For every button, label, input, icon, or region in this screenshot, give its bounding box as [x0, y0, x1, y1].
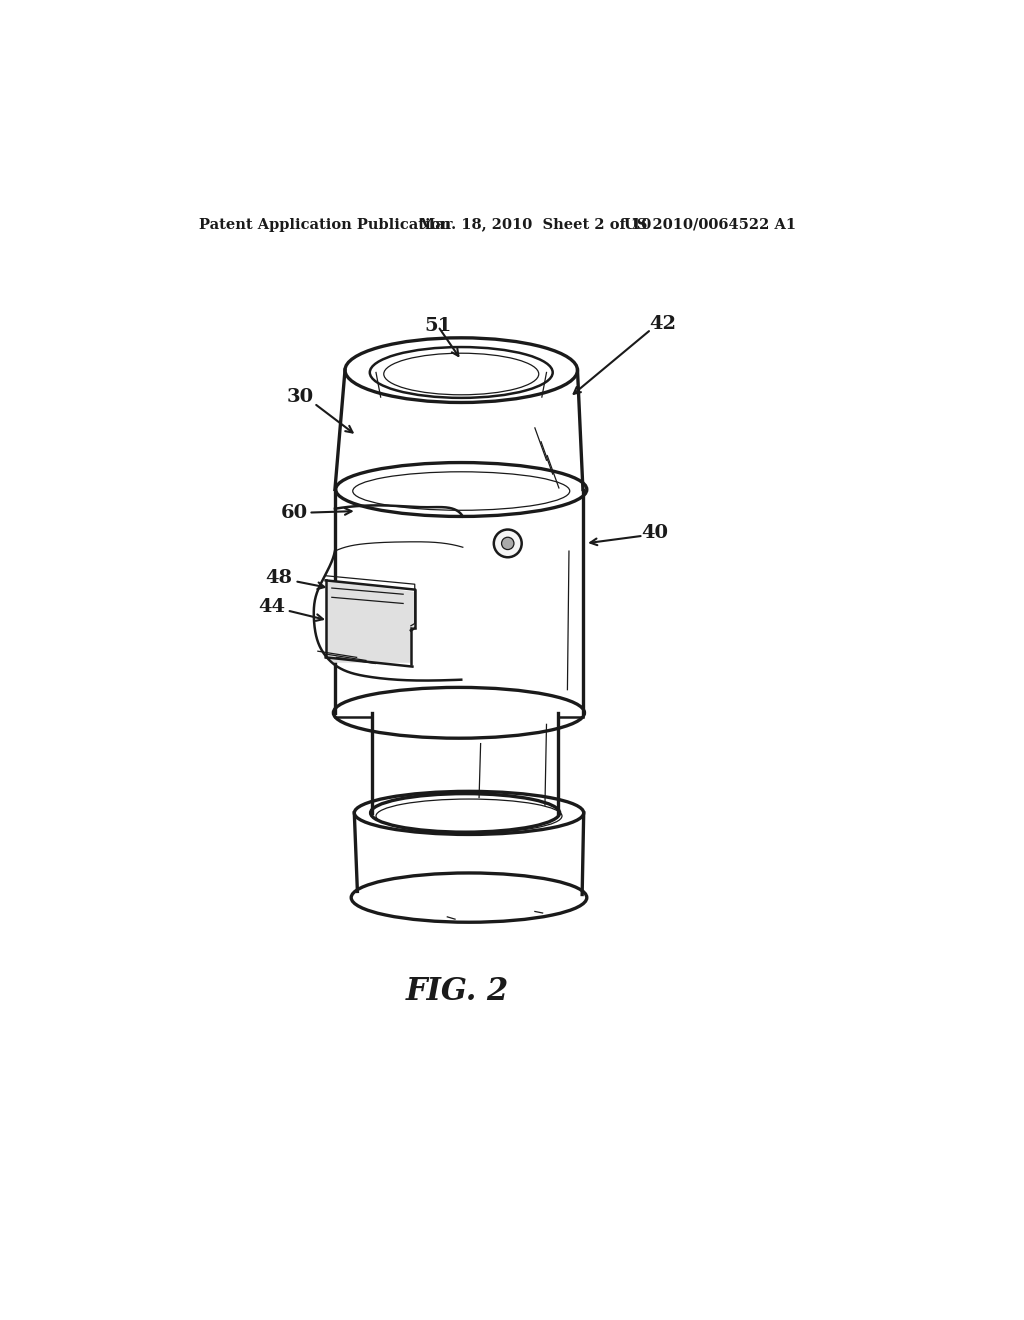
Text: 51: 51 [424, 317, 452, 335]
Text: 42: 42 [649, 315, 676, 333]
Circle shape [494, 529, 521, 557]
Text: 60: 60 [281, 504, 308, 521]
Text: US 2010/0064522 A1: US 2010/0064522 A1 [624, 218, 796, 231]
Text: FIG. 2: FIG. 2 [406, 975, 509, 1007]
Text: 30: 30 [287, 388, 313, 407]
Text: Mar. 18, 2010  Sheet 2 of 10: Mar. 18, 2010 Sheet 2 of 10 [419, 218, 651, 231]
Polygon shape [326, 581, 415, 663]
Text: Patent Application Publication: Patent Application Publication [200, 218, 452, 231]
Text: 44: 44 [258, 598, 285, 615]
Text: 48: 48 [265, 569, 293, 587]
Circle shape [502, 537, 514, 549]
Text: 40: 40 [641, 524, 669, 543]
